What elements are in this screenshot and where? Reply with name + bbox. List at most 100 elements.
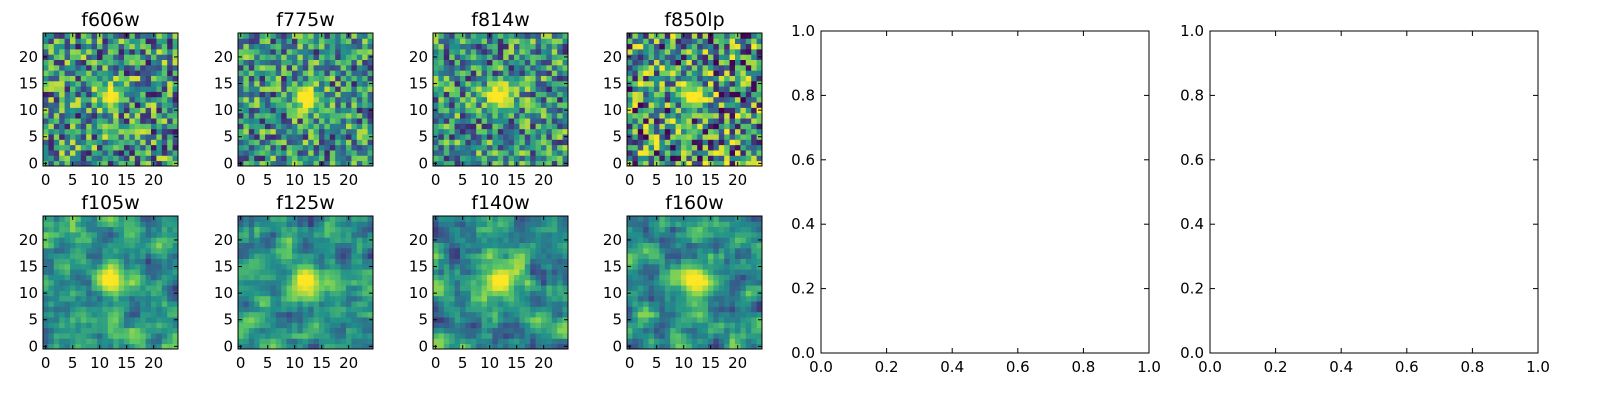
- pixel: [362, 317, 368, 323]
- pixel: [91, 343, 98, 350]
- pixel: [530, 290, 536, 297]
- pixel: [313, 258, 320, 265]
- pixel: [443, 43, 450, 50]
- pixel: [362, 274, 368, 281]
- pixel: [319, 112, 325, 119]
- panel-title: f105w: [81, 192, 140, 214]
- pixel: [113, 70, 119, 76]
- pixel: [557, 338, 563, 345]
- pixel: [637, 48, 644, 55]
- pixel: [292, 107, 298, 114]
- pixel: [161, 38, 168, 45]
- x-tick-label: 15: [701, 171, 720, 189]
- pixel: [643, 306, 649, 313]
- pixel: [481, 59, 488, 66]
- pixel: [497, 301, 504, 307]
- pixel: [476, 102, 482, 108]
- pixel: [48, 226, 55, 233]
- pixel: [670, 139, 676, 146]
- pixel: [686, 86, 693, 92]
- pixel: [140, 80, 146, 87]
- pixel: [643, 80, 649, 87]
- y-tick-label: 0: [418, 154, 428, 172]
- pixel: [254, 160, 260, 167]
- pixel: [140, 33, 146, 39]
- pixel: [145, 107, 152, 114]
- pixel: [129, 338, 136, 345]
- pixel: [243, 253, 250, 259]
- pixel: [648, 155, 655, 162]
- pixel: [708, 102, 714, 108]
- pixel: [102, 333, 109, 339]
- pixel: [702, 107, 709, 114]
- pixel: [503, 258, 509, 265]
- pixel: [487, 290, 493, 297]
- pixel: [64, 216, 71, 222]
- pixel: [637, 107, 644, 114]
- pixel: [270, 70, 277, 76]
- pixel: [362, 242, 368, 249]
- pixel: [449, 317, 455, 323]
- pixel: [86, 237, 92, 243]
- pixel: [497, 231, 504, 238]
- pixel: [346, 290, 352, 297]
- pixel: [259, 306, 266, 313]
- pixel: [270, 64, 277, 71]
- pixel: [75, 118, 82, 124]
- pixel: [91, 301, 98, 307]
- pixel: [664, 311, 671, 318]
- pixel: [145, 317, 152, 323]
- pixel: [308, 38, 314, 45]
- pixel: [659, 80, 666, 87]
- pixel: [514, 231, 520, 238]
- pixel: [243, 279, 250, 286]
- pixel: [297, 86, 304, 92]
- pixel: [259, 139, 266, 146]
- pixel: [156, 343, 163, 350]
- pixel: [627, 96, 633, 103]
- pixel: [637, 54, 644, 60]
- pixel: [503, 343, 509, 350]
- pixel: [113, 43, 119, 50]
- pixel: [367, 333, 374, 339]
- panel-title: f775w: [276, 9, 335, 31]
- pixel: [238, 258, 244, 265]
- pixel: [346, 139, 352, 146]
- pixel: [48, 231, 55, 238]
- pixel: [675, 269, 682, 275]
- pixel: [551, 317, 558, 323]
- pixel: [356, 247, 363, 254]
- pixel: [248, 333, 255, 339]
- pixel: [664, 144, 671, 151]
- pixel: [697, 128, 703, 135]
- pixel: [362, 258, 368, 265]
- pixel: [75, 91, 82, 98]
- pixel: [172, 118, 179, 124]
- pixel: [681, 128, 687, 135]
- pixel: [145, 226, 152, 233]
- pixel: [161, 96, 168, 103]
- pixel: [124, 59, 130, 66]
- pixel: [691, 59, 698, 66]
- pixel: [151, 226, 157, 233]
- pixel: [292, 231, 298, 238]
- pixel: [97, 317, 103, 323]
- pixel: [254, 295, 260, 302]
- pixel: [449, 285, 455, 291]
- pixel: [134, 96, 141, 103]
- pixel: [654, 80, 660, 87]
- pixel: [443, 107, 450, 114]
- pixel: [129, 160, 136, 167]
- pixel: [270, 338, 277, 345]
- pixel: [460, 311, 466, 318]
- pixel: [313, 150, 320, 156]
- pixel: [735, 80, 741, 87]
- pixel: [356, 75, 363, 82]
- pixel: [648, 322, 655, 329]
- pixel: [686, 306, 693, 313]
- pixel: [297, 306, 304, 313]
- pixel: [53, 226, 60, 233]
- pixel: [129, 247, 136, 254]
- pixel: [460, 64, 466, 71]
